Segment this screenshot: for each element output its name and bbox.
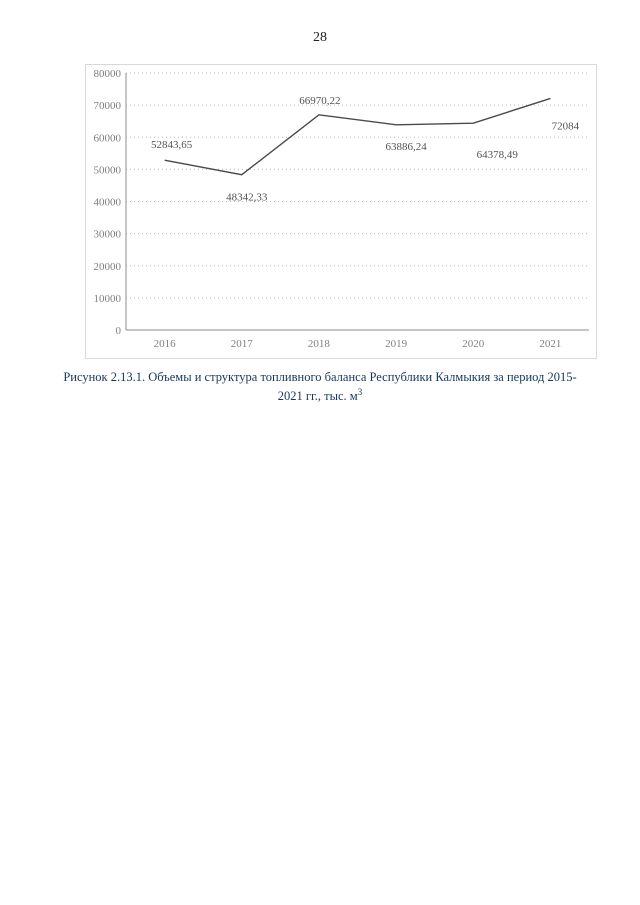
data-point-label: 52843,65 — [151, 139, 193, 151]
figure-caption: Рисунок 2.13.1. Объемы и структура топли… — [60, 368, 580, 405]
x-tick-label: 2020 — [462, 338, 485, 350]
x-tick-label: 2021 — [539, 338, 561, 350]
data-line — [164, 97, 551, 176]
x-tick-label: 2017 — [231, 338, 254, 350]
caption-superscript: 3 — [357, 387, 363, 398]
data-point-label: 66970,22 — [299, 95, 340, 107]
line-chart: 0 10000 20000 30000 40000 50000 60000 70000 8000… — [85, 64, 597, 359]
y-tick-label: 20000 — [94, 261, 122, 273]
x-tick-label: 2018 — [308, 338, 331, 350]
data-point-label: 48342,33 — [226, 192, 268, 204]
chart-canvas: 0 10000 20000 30000 40000 50000 60000 70000 8000… — [94, 68, 589, 350]
x-tick-label: 2016 — [154, 338, 177, 350]
data-point-label: 64378,49 — [477, 149, 519, 161]
y-tick-label: 50000 — [94, 164, 122, 176]
page-number: 28 — [313, 30, 327, 45]
y-tick-label: 30000 — [94, 229, 122, 241]
y-tick-label: 0 — [116, 325, 122, 337]
y-tick-label: 10000 — [94, 293, 122, 305]
data-point-label: 63886,24 — [385, 141, 427, 153]
data-point-label: 72084 — [552, 120, 580, 132]
y-tick-label: 40000 — [94, 197, 122, 209]
y-tick-label: 60000 — [94, 132, 122, 144]
y-tick-label: 70000 — [94, 100, 122, 112]
x-tick-label: 2019 — [385, 338, 408, 350]
y-tick-label: 80000 — [94, 68, 122, 80]
caption-text: Рисунок 2.13.1. Объемы и структура топли… — [63, 370, 577, 404]
